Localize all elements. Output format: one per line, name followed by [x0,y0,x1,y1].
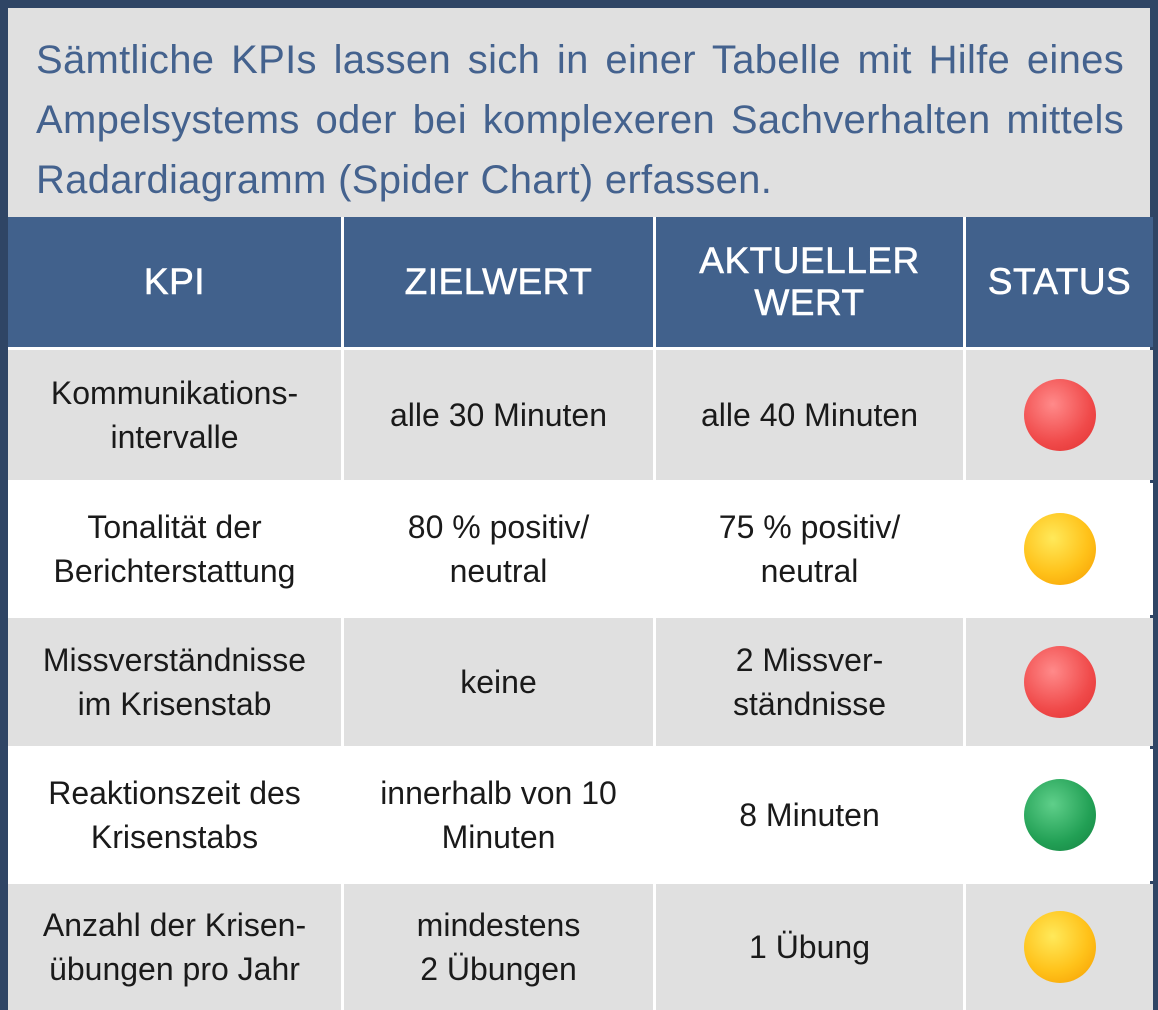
traffic-light-yellow-icon [1023,513,1096,585]
header-target: ZIELWERT [344,217,653,347]
status-cell [966,350,1153,480]
traffic-light-yellow-icon [1023,911,1096,983]
status-cell [966,483,1153,615]
status-cell [966,618,1153,746]
kpi-panel: Sämtliche KPIs lassen sich in einer Tabe… [8,8,1153,1010]
kpi-cell: Missverständnisse im Krisenstab [8,618,341,746]
actual-cell: 2 Missver- ständnisse [656,618,963,746]
header-actual: AKTUELLER WERT [656,217,963,347]
kpi-cell: Tonalität der Berichterstattung [8,483,341,615]
traffic-light-red-icon [1023,379,1096,451]
kpi-cell: Reaktionszeit des Krisenstabs [8,749,341,881]
actual-cell: alle 40 Minuten [656,350,963,480]
target-cell: keine [344,618,653,746]
kpi-cell: Anzahl der Krisen- übungen pro Jahr [8,884,341,1010]
kpi-table: KPI ZIELWERT AKTUELLER WERT STATUS Kommu… [8,217,1153,1010]
status-cell [966,749,1153,881]
header-kpi: KPI [8,217,341,347]
actual-cell: 8 Minuten [656,749,963,881]
intro-text: Sämtliche KPIs lassen sich in einer Tabe… [8,8,1150,217]
target-cell: alle 30 Minuten [344,350,653,480]
actual-cell: 75 % positiv/ neutral [656,483,963,615]
header-status: STATUS [966,217,1153,347]
traffic-light-green-icon [1023,779,1096,851]
status-cell [966,884,1153,1010]
traffic-light-red-icon [1023,646,1096,718]
target-cell: mindestens 2 Übungen [344,884,653,1010]
kpi-cell: Kommunikations- intervalle [8,350,341,480]
target-cell: 80 % positiv/ neutral [344,483,653,615]
actual-cell: 1 Übung [656,884,963,1010]
target-cell: innerhalb von 10 Minuten [344,749,653,881]
